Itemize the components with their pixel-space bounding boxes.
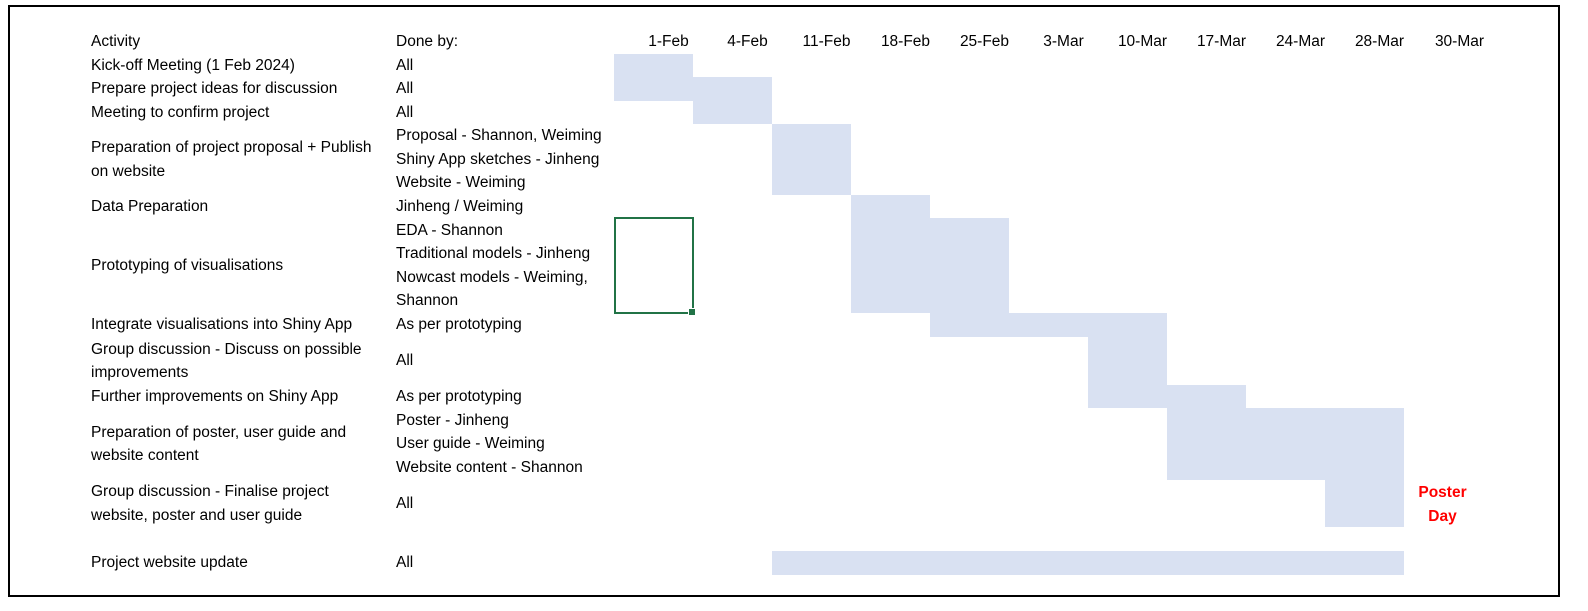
date-header-1-feb: 1-Feb bbox=[648, 33, 689, 50]
date-header-18-feb: 18-Feb bbox=[880, 33, 931, 50]
done-by-label: All bbox=[396, 349, 413, 373]
done-by-label: All bbox=[396, 551, 413, 575]
activity-label-line: Prepare project ideas for discussion bbox=[91, 80, 338, 98]
done-by-label: All bbox=[396, 77, 413, 101]
gantt-bar bbox=[1325, 480, 1404, 527]
activity-label: Group discussion - Discuss on possible im… bbox=[91, 338, 362, 385]
date-header-11-feb: 11-Feb bbox=[802, 33, 851, 50]
selected-cell[interactable] bbox=[614, 217, 696, 316]
done-by-line: Jinheng / Weiming bbox=[396, 197, 524, 215]
gantt-bar bbox=[614, 77, 772, 101]
date-header-17-mar: 17-Mar bbox=[1196, 33, 1247, 50]
gantt-bar bbox=[851, 195, 930, 218]
activity-label-line: on website bbox=[91, 162, 166, 180]
done-by-line: Proposal - Shannon, Weiming bbox=[396, 127, 602, 145]
done-by-line: As per prototyping bbox=[396, 316, 522, 334]
activity-label: Prototyping of visualisations bbox=[91, 254, 283, 278]
activity-label: Preparation of poster, user guide and web… bbox=[91, 421, 346, 468]
activity-label-line: Preparation of poster, user guide and bbox=[91, 423, 347, 441]
done-by-line: EDA - Shannon bbox=[396, 221, 503, 239]
done-by-line: All bbox=[396, 56, 414, 74]
done-by-line: All bbox=[396, 80, 414, 98]
done-by-label: Proposal - Shannon, Weiming Shiny App ske… bbox=[396, 124, 602, 195]
done-by-line: All bbox=[396, 554, 414, 572]
gantt-bar bbox=[1088, 385, 1246, 408]
done-by-label: Jinheng / Weiming bbox=[396, 195, 523, 219]
activity-label-line: improvements bbox=[91, 364, 189, 381]
done-by-header: Done by: bbox=[396, 33, 459, 50]
date-header-25-feb: 25-Feb bbox=[959, 33, 1010, 50]
poster-day-line2: Day bbox=[1428, 508, 1457, 525]
activity-label: Group discussion - Finalise project websi… bbox=[91, 480, 329, 527]
activity-label-line: Prototyping of visualisations bbox=[91, 256, 284, 274]
gantt-chart-frame bbox=[8, 5, 1560, 597]
done-by-line: All bbox=[396, 103, 414, 121]
date-header-24-mar: 24-Mar bbox=[1275, 33, 1326, 50]
poster-day-line1: Poster bbox=[1418, 484, 1467, 501]
done-by-label: Poster - Jinheng User guide - Weiming Webs… bbox=[396, 409, 583, 480]
done-by-line: All bbox=[396, 352, 414, 370]
fill-handle[interactable] bbox=[688, 308, 696, 316]
done-by-label: All bbox=[396, 101, 413, 125]
done-by-line: Nowcast models - Weiming, bbox=[396, 268, 588, 286]
activity-label: Further improvements on Shiny App bbox=[91, 385, 338, 409]
done-by-line: Poster - Jinheng bbox=[396, 411, 509, 429]
activity-header: Activity bbox=[91, 33, 141, 50]
poster-day-label: Poster Day bbox=[1405, 481, 1480, 529]
done-by-label: All bbox=[396, 54, 413, 78]
date-header-4-feb: 4-Feb bbox=[727, 33, 768, 50]
done-by-label: As per prototyping bbox=[396, 385, 522, 409]
activity-label-line: Preparation of project proposal + Publis… bbox=[91, 139, 372, 156]
gantt-bar bbox=[930, 313, 1167, 337]
activity-label: Data Preparation bbox=[91, 195, 208, 219]
date-header-28-mar: 28-Mar bbox=[1354, 33, 1405, 50]
activity-label: Kick-off Meeting (1 Feb 2024) bbox=[91, 54, 295, 78]
done-by-label: As per prototyping bbox=[396, 313, 522, 337]
gantt-bar bbox=[614, 54, 693, 77]
date-header-30-mar: 30-Mar bbox=[1434, 33, 1485, 50]
activity-label-line: Group discussion - Discuss on possible bbox=[91, 340, 362, 358]
activity-label: Meeting to confirm project bbox=[91, 101, 269, 125]
done-by-line: Shannon bbox=[396, 292, 459, 309]
gantt-bar bbox=[693, 101, 772, 124]
date-header-3-mar: 3-Mar bbox=[1043, 33, 1084, 50]
activity-label-line: website, poster and user guide bbox=[91, 506, 303, 524]
done-by-line: As per prototyping bbox=[396, 387, 522, 405]
done-by-label: All bbox=[396, 492, 413, 516]
gantt-bar bbox=[1088, 337, 1167, 385]
done-by-line: All bbox=[396, 494, 414, 512]
activity-label-line: website content bbox=[91, 447, 199, 464]
activity-label-line: Data Preparation bbox=[91, 197, 209, 215]
done-by-line: Website - Weiming bbox=[396, 174, 526, 192]
activity-label: Integrate visualisations into Shiny App bbox=[91, 313, 352, 337]
gantt-bar bbox=[1167, 408, 1404, 480]
done-by-label: EDA - Shannon Traditional models - Jinhen… bbox=[396, 219, 590, 313]
activity-label-line: Integrate visualisations into Shiny App bbox=[91, 316, 353, 334]
done-by-line: Shiny App sketches - Jinheng bbox=[396, 150, 600, 168]
activity-label-line: Further improvements on Shiny App bbox=[91, 387, 339, 405]
activity-label: Prepare project ideas for discussion bbox=[91, 77, 337, 101]
activity-label: Project website update bbox=[91, 551, 248, 575]
gantt-bar bbox=[772, 124, 851, 195]
done-by-line: Traditional models - Jinheng bbox=[396, 245, 591, 262]
activity-label-line: Meeting to confirm project bbox=[91, 103, 270, 121]
activity-label-line: Group discussion - Finalise project bbox=[91, 483, 329, 500]
date-header-10-mar: 10-Mar bbox=[1117, 33, 1168, 50]
activity-label-line: Project website update bbox=[91, 554, 248, 572]
activity-label: Preparation of project proposal + Publis… bbox=[91, 136, 371, 183]
gantt-bar bbox=[772, 551, 1404, 575]
gantt-bar bbox=[851, 218, 1009, 313]
activity-label-line: Kick-off Meeting (1 Feb 2024) bbox=[91, 56, 295, 74]
done-by-line: Website content - Shannon bbox=[396, 458, 583, 476]
done-by-line: User guide - Weiming bbox=[396, 435, 545, 453]
